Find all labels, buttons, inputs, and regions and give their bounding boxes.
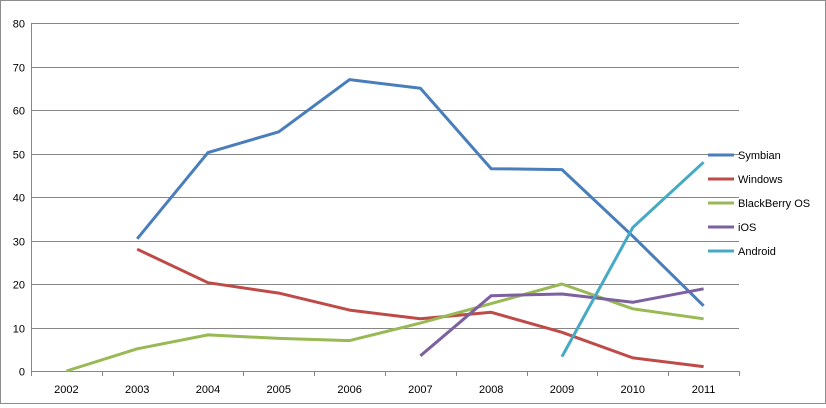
- y-tick-label: 30: [13, 237, 25, 249]
- series-line-android: [560, 161, 705, 358]
- legend-entry-ios: iOS: [708, 222, 756, 234]
- x-tick-label: 2011: [692, 384, 716, 396]
- legend-label: iOS: [738, 222, 756, 234]
- legend-entry-blackberry-os: BlackBerry OS: [708, 198, 810, 210]
- x-tick-label: 2005: [267, 384, 291, 396]
- y-tick-label: 10: [13, 324, 25, 336]
- legend: Symbian Windows BlackBerry OS iOS Android: [708, 150, 810, 258]
- y-tick-label: 60: [13, 106, 25, 118]
- series-lines: [65, 78, 705, 373]
- y-tick-label: 20: [13, 280, 25, 292]
- y-tick-label: 0: [19, 367, 25, 379]
- y-tick-label: 70: [13, 63, 25, 75]
- legend-label: Android: [738, 246, 776, 258]
- legend-entry-android: Android: [708, 246, 776, 258]
- series-line-windows: [136, 247, 704, 369]
- y-tick-label: 40: [13, 193, 25, 205]
- series-line-blackberry-os: [65, 282, 704, 373]
- x-tick-label: 2003: [125, 384, 149, 396]
- x-tick-label: 2010: [621, 384, 645, 396]
- legend-label: Windows: [738, 174, 783, 186]
- legend-label: BlackBerry OS: [738, 198, 810, 210]
- y-tick-label: 80: [13, 19, 25, 31]
- legend-entry-windows: Windows: [708, 174, 783, 186]
- x-tick-label: 2009: [550, 384, 574, 396]
- gridlines: [31, 23, 739, 329]
- x-tick-label: 2004: [196, 384, 220, 396]
- y-tick-label: 50: [13, 150, 25, 162]
- series-line-symbian: [136, 78, 705, 307]
- x-tick-label: 2006: [337, 384, 361, 396]
- x-tick-label: 2008: [479, 384, 503, 396]
- legend-entry-symbian: Symbian: [708, 150, 781, 162]
- series-line-ios: [419, 287, 704, 357]
- tick-labels: 0 10 20 30 40 50 60 70 80 2002 2003 2004 2005 2006 200…: [13, 19, 716, 397]
- legend-label: Symbian: [738, 150, 781, 162]
- axes: [31, 23, 740, 376]
- x-tick-label: 2002: [54, 384, 78, 396]
- x-tick-label: 2007: [408, 384, 432, 396]
